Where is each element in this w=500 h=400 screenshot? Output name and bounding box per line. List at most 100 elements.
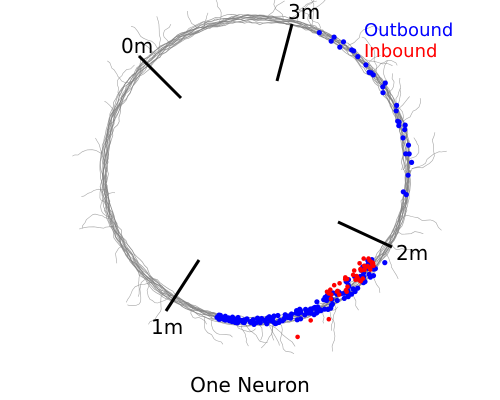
outbound-spike bbox=[241, 320, 247, 326]
track-excursion bbox=[137, 270, 144, 297]
track-excursion bbox=[215, 0, 222, 23]
inbound-spike bbox=[345, 284, 350, 290]
inbound-spike bbox=[360, 276, 366, 281]
outbound-spike bbox=[340, 39, 347, 45]
outbound-spike bbox=[366, 271, 372, 277]
inbound-spike bbox=[328, 287, 333, 293]
outbound-spike bbox=[221, 315, 227, 321]
track-excursion bbox=[79, 226, 115, 230]
marker-tick-2m bbox=[337, 220, 393, 249]
track-excursion bbox=[211, 316, 233, 338]
inbound-spike bbox=[326, 316, 332, 322]
track-excursion bbox=[125, 281, 155, 303]
inbound-spike bbox=[295, 334, 300, 340]
outbound-spike bbox=[370, 72, 376, 78]
track-excursion bbox=[403, 214, 442, 231]
track-excursion bbox=[273, 0, 284, 19]
inbound-spike bbox=[343, 275, 348, 280]
outbound-spike bbox=[322, 306, 328, 312]
outbound-spike bbox=[257, 319, 263, 325]
inbound-spike bbox=[308, 318, 314, 323]
track-excursion bbox=[366, 55, 381, 66]
inbound-spike bbox=[357, 278, 362, 283]
figure-caption: One Neuron bbox=[190, 373, 310, 397]
track-excursion bbox=[140, 41, 157, 55]
outbound-spike bbox=[403, 192, 409, 198]
marker-label-0m: 0m bbox=[121, 34, 154, 58]
outbound-spike bbox=[216, 314, 222, 320]
inbound-spike bbox=[326, 291, 332, 296]
outbound-spike bbox=[380, 90, 386, 96]
track-excursion bbox=[260, 324, 274, 349]
distance-markers bbox=[137, 23, 393, 312]
track-excursion bbox=[107, 60, 135, 83]
track-excursion bbox=[131, 26, 160, 49]
track-excursion bbox=[81, 213, 111, 229]
outbound-spike bbox=[315, 304, 321, 310]
inbound-spike bbox=[328, 296, 334, 302]
outbound-spike bbox=[409, 159, 415, 165]
outbound-spike bbox=[337, 44, 343, 50]
track-excursion bbox=[385, 253, 399, 280]
inbound-spike bbox=[354, 273, 359, 279]
outbound-spike bbox=[363, 62, 369, 68]
track-excursion bbox=[296, 0, 317, 23]
outbound-spike bbox=[350, 286, 356, 292]
outbound-spike bbox=[393, 108, 399, 114]
track-excursion bbox=[307, 0, 326, 28]
legend-inbound: Inbound bbox=[364, 41, 438, 62]
track-excursion bbox=[100, 192, 116, 218]
track-excursion bbox=[410, 150, 447, 170]
track-excursion bbox=[348, 25, 381, 46]
outbound-spike bbox=[279, 318, 285, 324]
inbound-spike bbox=[344, 289, 350, 295]
track-excursion bbox=[203, 12, 209, 28]
outbound-spike bbox=[314, 299, 320, 305]
inbound-spike bbox=[362, 267, 367, 273]
track-excursion bbox=[412, 132, 436, 169]
track-excursion bbox=[269, 325, 296, 347]
track-excursion bbox=[156, 16, 161, 55]
inbound-spike bbox=[331, 282, 337, 288]
inbound-spike bbox=[357, 261, 362, 266]
outbound-spike bbox=[271, 313, 277, 319]
inbound-spike bbox=[361, 256, 367, 261]
track-excursion bbox=[148, 290, 168, 325]
outbound-spike bbox=[298, 316, 304, 322]
track-excursion bbox=[203, 316, 224, 345]
outbound-spike bbox=[328, 302, 335, 308]
track-excursion bbox=[187, 10, 197, 28]
track-excursion bbox=[127, 279, 146, 307]
inbound-spike bbox=[370, 260, 376, 266]
outbound-spike bbox=[402, 127, 408, 133]
inbound-spike bbox=[365, 263, 371, 269]
outbound-spike bbox=[247, 319, 254, 325]
outbound-spike bbox=[355, 285, 361, 291]
marker-tick-0m bbox=[137, 54, 183, 100]
outbound-spike bbox=[275, 312, 281, 319]
outbound-spike bbox=[349, 47, 355, 53]
outbound-spike bbox=[296, 310, 302, 316]
inbound-spike bbox=[368, 267, 373, 272]
track-excursion bbox=[364, 59, 393, 66]
outbound-spike bbox=[303, 306, 309, 312]
outbound-spike bbox=[321, 297, 327, 303]
track-excursion bbox=[241, 321, 249, 347]
outbound-spike bbox=[316, 29, 322, 36]
inbound-spike bbox=[358, 266, 363, 272]
marker-label-1m: 1m bbox=[151, 315, 184, 339]
track-excursion bbox=[246, 14, 269, 19]
outbound-spike bbox=[307, 306, 314, 312]
track-excursion bbox=[162, 23, 172, 44]
legend-outbound: Outbound bbox=[364, 20, 454, 41]
outbound-spike bbox=[382, 260, 388, 266]
inbound-spike bbox=[353, 277, 358, 283]
outbound-spike bbox=[396, 119, 402, 125]
marker-label-3m: 3m bbox=[288, 0, 321, 24]
track-excursion bbox=[329, 307, 336, 352]
outbound-spike bbox=[253, 320, 259, 326]
outbound-spike bbox=[394, 102, 400, 108]
track-excursion bbox=[146, 282, 171, 304]
outbound-spike bbox=[334, 297, 340, 304]
